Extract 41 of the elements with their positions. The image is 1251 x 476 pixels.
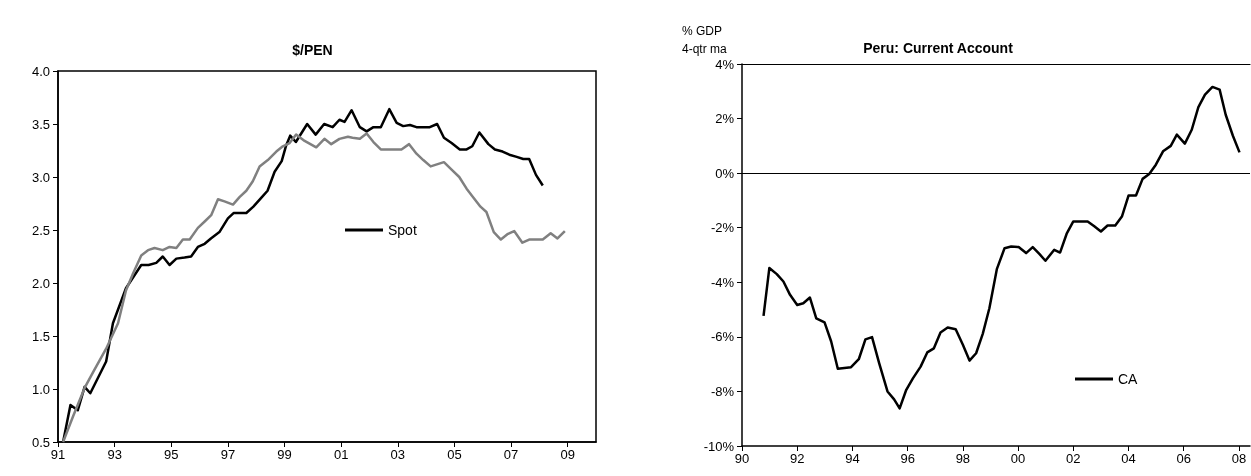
y-tick-label: -2% <box>710 220 735 236</box>
x-tick-label: 09 <box>560 447 575 462</box>
chart-title: Peru: Current Account <box>863 40 1014 56</box>
y-tick-label: -8% <box>710 383 735 399</box>
y-tick-label: 2.5 <box>31 222 50 238</box>
y-tick-label: -10% <box>703 438 735 454</box>
y-tick-label: 3.0 <box>31 169 50 185</box>
x-tick-label: 92 <box>789 451 805 466</box>
y-tick-label: 3.5 <box>31 116 50 132</box>
y-tick-label: 1.0 <box>31 381 50 397</box>
x-tick-label: 98 <box>955 451 971 466</box>
x-tick-label: 99 <box>277 447 292 462</box>
x-tick-label: 95 <box>164 447 179 462</box>
chart-title: $/PEN <box>292 42 333 58</box>
x-tick-label: 00 <box>1010 451 1026 466</box>
x-tick-label: 08 <box>1231 451 1247 466</box>
x-tick-label: 97 <box>220 447 236 462</box>
y-axis-title: % GDP 4-qtr ma <box>682 23 727 56</box>
y-tick-label: 2.0 <box>31 275 50 291</box>
legend-label: Spot <box>388 222 417 238</box>
y-tick-label: -6% <box>710 329 735 345</box>
x-tick-label: 91 <box>50 447 66 462</box>
y-tick-label: -4% <box>710 274 735 290</box>
x-tick-label: 02 <box>1066 451 1081 466</box>
x-tick-label: 90 <box>734 451 750 466</box>
x-tick-label: 03 <box>390 447 406 462</box>
x-tick-label: 94 <box>845 451 860 466</box>
y-tick-label: 0% <box>715 165 735 181</box>
y-tick-label: 2% <box>715 111 735 127</box>
x-tick-label: 05 <box>447 447 462 462</box>
y-tick-label: 0.5 <box>31 434 50 450</box>
x-tick-label: 96 <box>900 451 915 466</box>
y-tick-label: 1.5 <box>31 328 50 344</box>
x-tick-label: 01 <box>333 447 349 462</box>
y-tick-label: 4.0 <box>31 63 50 79</box>
x-tick-label: 07 <box>503 447 519 462</box>
x-tick-label: 93 <box>107 447 122 462</box>
y-tick-label: 4% <box>715 56 735 72</box>
x-tick-label: 04 <box>1121 451 1136 466</box>
x-tick-label: 06 <box>1176 451 1191 466</box>
legend-label: CA <box>1118 371 1139 387</box>
